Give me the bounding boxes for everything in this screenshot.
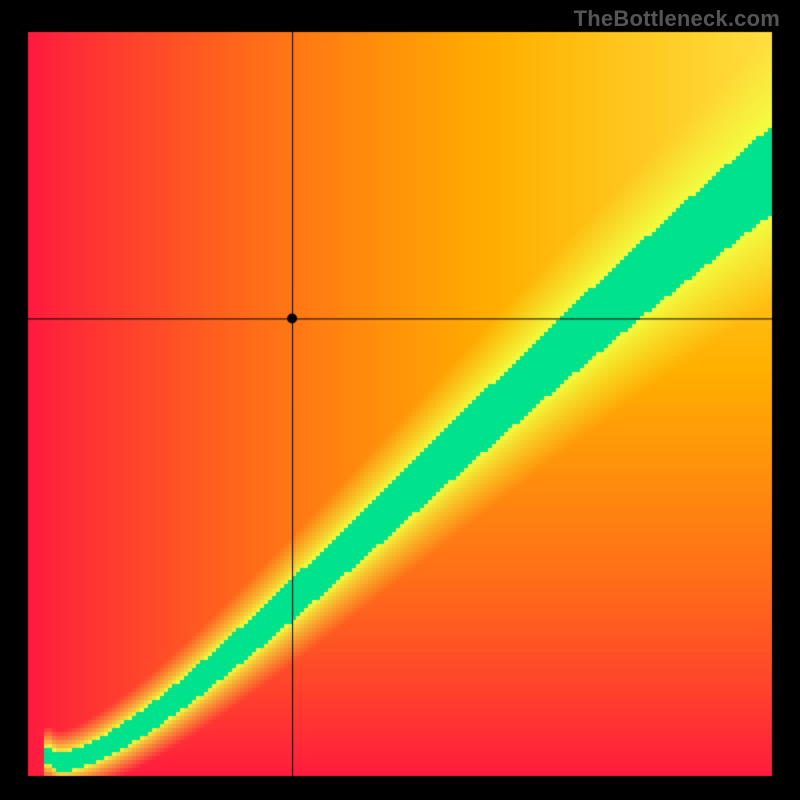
chart-container: TheBottleneck.com <box>0 0 800 800</box>
watermark-text: TheBottleneck.com <box>574 6 780 32</box>
heatmap-canvas <box>0 0 800 800</box>
